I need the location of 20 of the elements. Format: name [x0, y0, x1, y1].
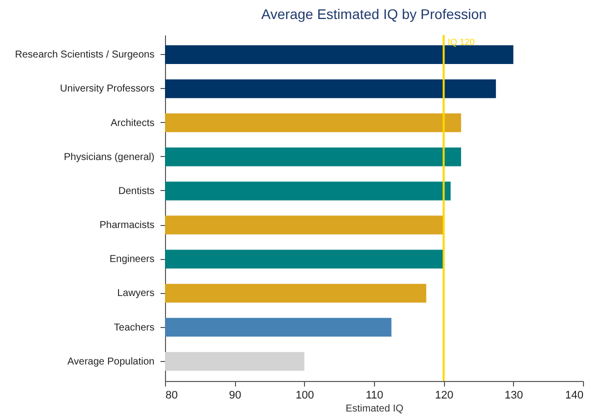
x-tick-label: 100: [296, 390, 314, 402]
y-tick-label: Pharmacists: [99, 220, 154, 232]
ref-line-label: IQ 120: [448, 37, 475, 47]
x-tick-label: 130: [504, 390, 524, 402]
x-axis-title: Estimated IQ: [346, 404, 404, 414]
x-tick-label: 90: [229, 390, 242, 402]
y-tick-label: Average Population: [67, 356, 154, 368]
x-tick-label: 110: [366, 390, 384, 402]
y-tick-label: Dentists: [118, 186, 154, 197]
y-tick-label: Lawyers: [117, 288, 154, 300]
y-tick-label: Physicians (general): [64, 152, 154, 163]
y-tick-label: Research Scientists / Surgeons: [14, 50, 154, 61]
y-tick-label: Engineers: [109, 254, 154, 266]
x-tick-label: 80: [166, 390, 178, 402]
y-tick-label: Architects: [110, 118, 154, 129]
x-tick-label: 120: [434, 390, 454, 402]
chart-title: Average Estimated IQ by Profession: [261, 6, 487, 22]
x-tick-label: 140: [565, 390, 584, 402]
y-tick-label: Teachers: [114, 322, 154, 334]
y-tick-label: University Professors: [60, 84, 154, 95]
